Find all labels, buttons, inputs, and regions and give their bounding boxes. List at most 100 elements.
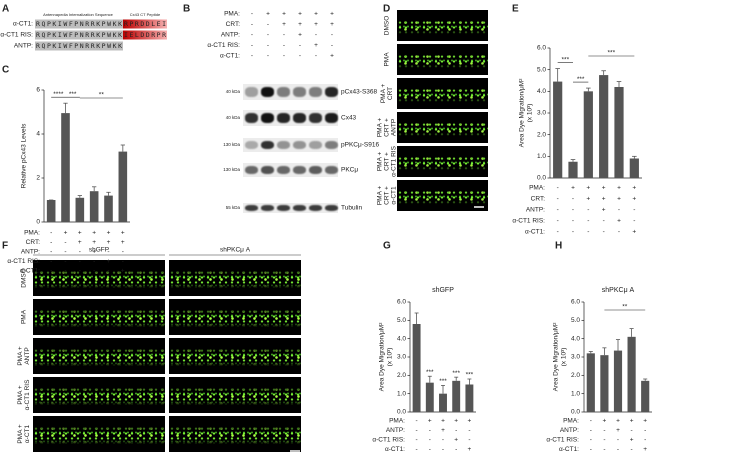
condition-value: - [93,258,95,265]
sequence: RPRDDLEI [124,20,166,28]
band [261,165,274,175]
band [277,113,290,123]
condition-name: α-CT1 RIS: [207,42,240,49]
chart-title: shGFP [432,287,454,294]
micrograph [169,416,301,452]
band [261,113,274,123]
condition-name: PMA: [563,418,579,425]
condition-value: + [616,427,620,434]
condition-value: + [330,53,334,60]
condition-value: + [121,268,125,275]
bar [599,75,609,178]
condition-value: + [632,229,636,236]
condition-value: + [64,230,68,237]
row-label: CRT + [384,186,391,205]
condition-value: + [441,427,445,434]
significance: *** [608,50,616,57]
condition-name: PMA: [24,230,40,237]
condition-value: - [299,53,301,60]
y-axis-label: Area Dye Migration/μM² [379,322,386,392]
condition-value: + [92,249,96,256]
band [245,165,258,175]
y-axis-label: Area Dye Migration/μM² [553,322,560,392]
condition-value: + [441,418,445,425]
condition-value: - [617,446,619,453]
condition-value: - [468,437,470,444]
panel-label: E [512,4,519,15]
y-tick-label: 5.0 [571,317,580,324]
y-tick-label: 0.0 [397,409,406,416]
sequence: IELDDRPR [124,31,166,39]
significance: ** [99,92,105,99]
row-label: PMA + [377,118,384,138]
band [293,140,306,150]
condition-value: - [283,42,285,49]
condition-name: PMA: [389,418,405,425]
condition-name: α-CT1: [525,229,545,236]
header: Antennapedia Internalization Sequence [43,12,114,17]
condition-value: - [557,207,559,214]
condition-value: + [314,42,318,49]
condition-value: + [107,239,111,246]
y-tick-label: 1.0 [537,153,546,160]
micrograph [169,260,301,296]
band [309,140,322,150]
panel-label: F [2,241,8,252]
condition-value: + [330,21,334,28]
condition-value: + [107,258,111,265]
condition-name: ANTP: [221,32,240,39]
condition-value: - [50,268,52,275]
condition-value: - [79,258,81,265]
condition-value: - [251,32,253,39]
condition-value: + [643,446,647,453]
condition-value: + [314,11,318,18]
panel-label: D [383,4,390,15]
band [245,140,258,150]
condition-value: - [468,427,470,434]
condition-value: - [572,218,574,225]
significance: *** [69,91,77,98]
condition-value: - [618,229,620,236]
condition-value: + [298,21,302,28]
condition-value: + [617,196,621,203]
condition-value: + [468,446,472,453]
condition-value: - [603,427,605,434]
bar [104,195,113,222]
condition-value: - [590,437,592,444]
significance: *** [452,370,460,377]
bar [613,350,623,412]
condition-value: - [603,446,605,453]
bar [583,91,593,178]
condition-value: - [107,249,109,256]
micrograph [397,10,488,41]
seq-box [35,30,123,40]
bar [627,336,636,412]
bar [412,324,421,412]
micrograph [169,299,301,335]
panel-label: H [555,241,562,252]
significance: *** [439,378,447,385]
condition-value: + [602,196,606,203]
seq-box [35,41,123,51]
y-axis-label: (x 10³) [561,348,568,367]
condition-value: - [267,42,269,49]
condition-value: - [416,437,418,444]
column-header: shPKCμ A [220,247,251,254]
micrograph [397,146,488,177]
y-tick-label: 6.0 [571,299,580,306]
sequence: RQPKIWFPNRRKPWKK [36,20,122,28]
y-axis-label: (x 10³) [527,104,534,123]
y-tick-label: 3.0 [537,110,546,117]
bar [439,393,447,412]
kda-label: 130 kDa [223,167,240,172]
condition-value: - [64,239,66,246]
y-tick-label: 5.0 [537,66,546,73]
condition-name: α-CT1: [559,446,579,453]
condition-value: + [602,207,606,214]
micrograph [33,377,165,413]
condition-value: - [603,218,605,225]
condition-value: - [50,249,52,256]
panel-label: C [2,65,9,76]
condition-value: + [282,11,286,18]
condition-value: - [79,268,81,275]
